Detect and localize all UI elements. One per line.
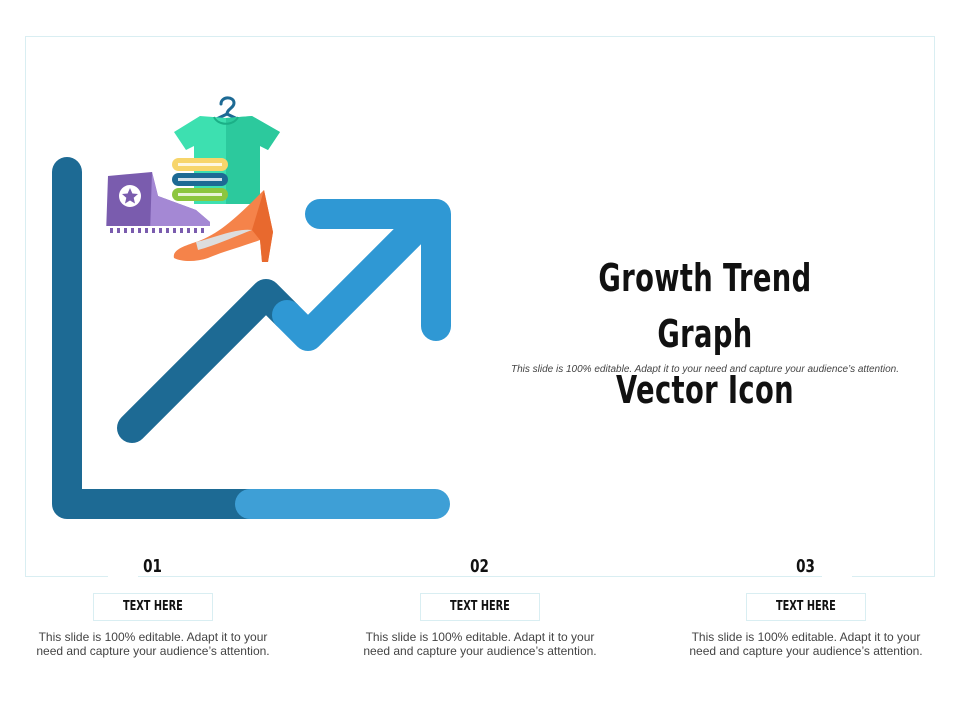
step-2: 02 TEXT HERE This slide is 100% editable… [350,556,610,658]
title-line-1: Growth Trend Graph [598,256,812,356]
step-label-box: TEXT HERE [420,593,540,621]
step-label: TEXT HERE [450,599,510,614]
chart-axis-icon [52,157,450,519]
step-number: 03 [796,556,816,577]
step-label-box: TEXT HERE [93,593,213,621]
high-heel-icon [173,190,273,262]
title-line-2: Vector Icon [616,368,794,412]
step-label-box: TEXT HERE [746,593,866,621]
step-description: This slide is 100% editable. Adapt it to… [363,630,597,658]
trend-arrow-icon [117,199,451,443]
step-label: TEXT HERE [776,599,836,614]
step-1: 01 TEXT HERE This slide is 100% editable… [23,556,283,658]
slide-title: Growth Trend Graph Vector Icon [550,250,860,418]
sneaker-icon [106,172,210,234]
frame-gap-right [822,570,852,584]
step-number: 02 [470,556,490,577]
step-description: This slide is 100% editable. Adapt it to… [689,630,923,658]
step-description: This slide is 100% editable. Adapt it to… [36,630,270,658]
step-label: TEXT HERE [123,599,183,614]
folded-clothes-icon [172,158,228,201]
step-number: 01 [143,556,163,577]
step-3: 03 TEXT HERE This slide is 100% editable… [676,556,936,658]
frame-gap-left [108,570,138,584]
slide-subtitle: This slide is 100% editable. Adapt it to… [510,364,900,375]
slide-frame [25,36,935,577]
